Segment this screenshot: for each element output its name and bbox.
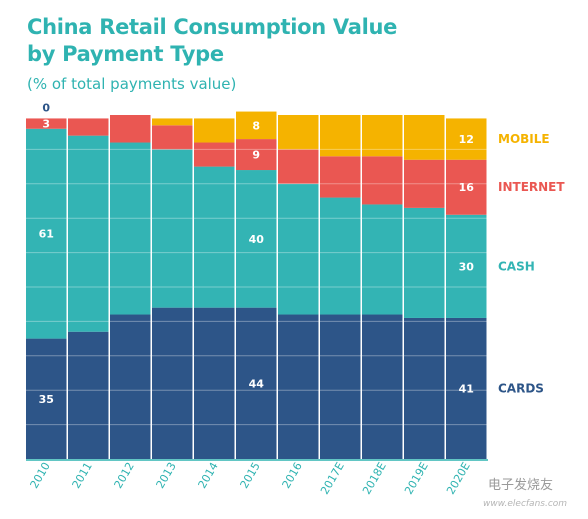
chart-title-line1: China Retail Consumption Value: [27, 15, 398, 39]
bar-cards-2017E: [320, 314, 361, 459]
bar-cash-2013: [152, 149, 193, 308]
bar-internet-2014: [194, 142, 235, 167]
chart-title-line2: by Payment Type: [27, 42, 224, 66]
bar-cards-2015: [236, 307, 277, 459]
x-tick-label-2019E: 2019E: [402, 460, 431, 497]
x-tick-label-2020E: 2020E: [444, 460, 473, 497]
bar-internet-2015: [236, 139, 277, 171]
data-label-cards-2015: 44: [249, 377, 265, 390]
bar-internet-2016: [278, 149, 319, 184]
data-label-internet-2015: 9: [252, 149, 260, 162]
bar-cash-2019E: [404, 207, 445, 318]
bar-cash-2020E: [446, 214, 487, 318]
legend-internet: INTERNET: [498, 180, 565, 194]
legend-mobile: MOBILE: [498, 132, 550, 146]
bar-cash-2015: [236, 170, 277, 308]
bar-internet-2010: [26, 118, 67, 129]
data-label-mobile-2020E: 12: [459, 133, 474, 146]
legend-cash: CASH: [498, 259, 535, 273]
bar-cash-2011: [68, 135, 109, 332]
x-tick-label-2017E: 2017E: [318, 460, 347, 497]
bar-mobile-2014: [194, 118, 235, 143]
bar-cash-2012: [110, 142, 151, 315]
x-tick-label-2013: 2013: [154, 460, 179, 491]
data-label-cash-2020E: 30: [459, 260, 475, 273]
bar-cards-2012: [110, 314, 151, 459]
bar-mobile-2019E: [404, 115, 445, 160]
x-tick-label-2015: 2015: [238, 460, 263, 491]
watermark-url: www.elecfans.com: [483, 499, 568, 509]
bar-cards-2019E: [404, 317, 445, 459]
data-label-mobile-2010: 0: [42, 101, 50, 114]
bar-mobile-2013: [152, 118, 193, 126]
chart-title: China Retail Consumption Value by Paymen…: [27, 14, 427, 68]
bar-cards-2018E: [362, 314, 403, 459]
x-tick-label-2011: 2011: [70, 460, 95, 491]
bar-cards-2016: [278, 314, 319, 459]
x-tick-label-2014: 2014: [196, 460, 221, 491]
x-tick-label-2012: 2012: [112, 460, 137, 491]
bar-cards-2013: [152, 307, 193, 459]
bar-mobile-2016: [278, 115, 319, 150]
data-label-mobile-2015: 8: [252, 119, 260, 132]
bar-internet-2020E: [446, 159, 487, 215]
bar-cards-2010: [26, 338, 67, 459]
bar-mobile-2018E: [362, 115, 403, 157]
bar-cash-2014: [194, 166, 235, 308]
data-label-cards-2010: 35: [39, 393, 54, 406]
data-label-cards-2020E: 41: [459, 382, 474, 395]
data-label-internet-2010: 3: [42, 118, 50, 131]
bar-cash-2016: [278, 183, 319, 315]
bar-mobile-2020E: [446, 118, 487, 160]
bar-cards-2011: [68, 331, 109, 459]
x-tick-label-2018E: 2018E: [360, 460, 389, 497]
bar-cards-2020E: [446, 317, 487, 459]
bar-cash-2018E: [362, 204, 403, 315]
x-tick-label-2010: 2010: [28, 460, 53, 491]
chart-subtitle: (% of total payments value): [27, 75, 237, 93]
data-label-cash-2015: 40: [249, 233, 265, 246]
bar-cash-2010: [26, 128, 67, 339]
bar-internet-2017E: [320, 156, 361, 198]
bar-cash-2017E: [320, 197, 361, 315]
bar-internet-2012: [110, 115, 151, 143]
data-label-cash-2010: 61: [39, 228, 54, 241]
bar-internet-2018E: [362, 156, 403, 205]
bar-internet-2019E: [404, 159, 445, 208]
bar-mobile-2015: [236, 111, 277, 140]
bar-cards-2014: [194, 307, 235, 459]
data-label-internet-2020E: 16: [459, 181, 475, 194]
bar-internet-2011: [68, 118, 109, 136]
bar-internet-2013: [152, 125, 193, 150]
legend-cards: CARDS: [498, 381, 544, 395]
x-tick-label-2016: 2016: [280, 460, 305, 491]
watermark-text: 电子发烧友: [488, 478, 554, 493]
bar-mobile-2017E: [320, 115, 361, 157]
